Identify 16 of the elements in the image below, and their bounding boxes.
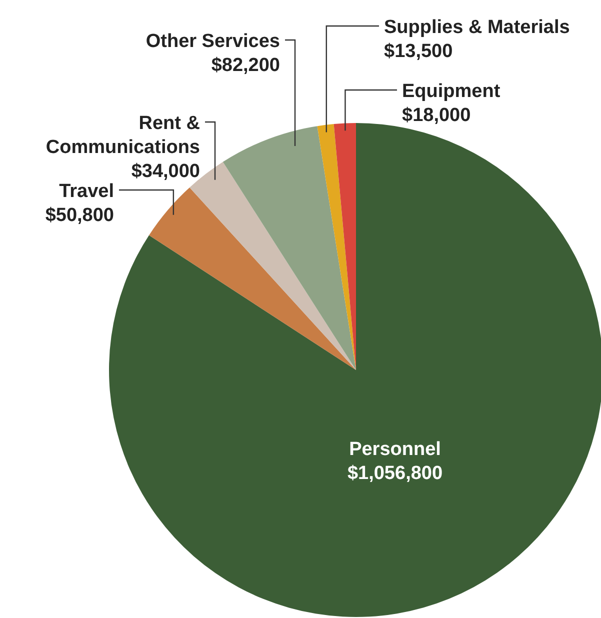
slice-label: Equipment xyxy=(402,81,501,102)
slice-label: Travel xyxy=(59,181,114,202)
data-label: $82,200 xyxy=(211,55,280,76)
slice-label: Rent & Communications xyxy=(46,113,200,158)
slice-label: Supplies & Materials xyxy=(384,17,570,38)
slice-label: Other Services xyxy=(146,31,280,52)
data-label: $13,500 xyxy=(384,41,453,62)
data-label: $1,056,800 xyxy=(347,463,443,484)
pie-slice xyxy=(334,123,356,370)
data-label: $50,800 xyxy=(45,205,114,226)
pie-slice xyxy=(222,126,356,370)
slice-label: Personnel xyxy=(349,439,441,460)
data-label: $34,000 xyxy=(131,161,200,182)
data-label: $18,000 xyxy=(402,105,471,126)
pie-slice xyxy=(317,124,356,370)
pie-slice xyxy=(149,187,356,370)
